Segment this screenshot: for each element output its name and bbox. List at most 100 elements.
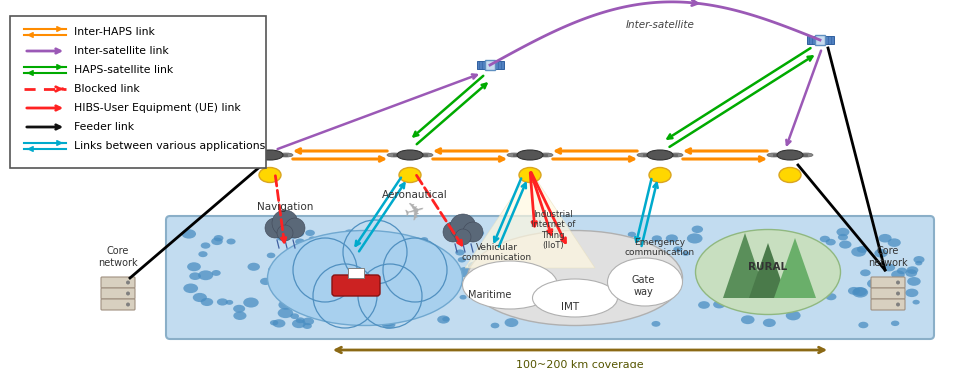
- Ellipse shape: [577, 263, 590, 272]
- Ellipse shape: [608, 258, 683, 306]
- Ellipse shape: [485, 259, 496, 266]
- Ellipse shape: [558, 316, 572, 325]
- Circle shape: [285, 218, 305, 238]
- Text: ✈: ✈: [402, 199, 428, 227]
- Ellipse shape: [394, 297, 402, 302]
- Circle shape: [896, 291, 900, 296]
- Ellipse shape: [247, 153, 261, 157]
- FancyBboxPatch shape: [871, 288, 905, 299]
- Ellipse shape: [592, 315, 601, 321]
- Ellipse shape: [532, 300, 545, 309]
- Ellipse shape: [666, 234, 678, 242]
- Ellipse shape: [581, 290, 592, 298]
- Ellipse shape: [859, 322, 868, 328]
- Text: RURAL: RURAL: [749, 262, 787, 272]
- Circle shape: [450, 214, 476, 240]
- Ellipse shape: [777, 150, 803, 160]
- Ellipse shape: [201, 243, 211, 249]
- Ellipse shape: [277, 308, 294, 318]
- Ellipse shape: [741, 315, 754, 324]
- Ellipse shape: [905, 269, 917, 277]
- Ellipse shape: [347, 260, 355, 265]
- Ellipse shape: [718, 271, 731, 280]
- Ellipse shape: [366, 310, 377, 317]
- Ellipse shape: [532, 237, 543, 244]
- Ellipse shape: [554, 235, 563, 241]
- Ellipse shape: [820, 236, 830, 242]
- FancyBboxPatch shape: [166, 216, 934, 339]
- Ellipse shape: [260, 278, 271, 285]
- Ellipse shape: [460, 295, 467, 300]
- Ellipse shape: [364, 249, 371, 254]
- Bar: [814, 35, 825, 45]
- Ellipse shape: [570, 272, 579, 278]
- Polygon shape: [723, 233, 767, 298]
- Ellipse shape: [637, 153, 651, 157]
- Ellipse shape: [779, 167, 801, 183]
- Ellipse shape: [762, 291, 771, 297]
- Ellipse shape: [438, 315, 450, 323]
- Ellipse shape: [217, 298, 228, 305]
- Ellipse shape: [767, 153, 781, 157]
- Text: Gate
way: Gate way: [632, 275, 655, 297]
- Ellipse shape: [817, 288, 827, 294]
- Ellipse shape: [395, 313, 404, 319]
- Text: Inter-satellite: Inter-satellite: [626, 20, 695, 30]
- Ellipse shape: [860, 269, 870, 276]
- Ellipse shape: [400, 251, 411, 257]
- Ellipse shape: [324, 234, 336, 242]
- Circle shape: [896, 302, 900, 307]
- Bar: [348, 268, 364, 278]
- Bar: [496, 61, 503, 68]
- Ellipse shape: [673, 246, 683, 252]
- Text: Navigation: Navigation: [257, 202, 313, 212]
- Text: Aeronautical: Aeronautical: [383, 190, 448, 200]
- Ellipse shape: [752, 248, 758, 252]
- Ellipse shape: [414, 250, 425, 257]
- Ellipse shape: [182, 229, 196, 238]
- Ellipse shape: [913, 300, 920, 304]
- Ellipse shape: [813, 262, 822, 268]
- Ellipse shape: [546, 292, 557, 300]
- Ellipse shape: [848, 287, 860, 295]
- Ellipse shape: [442, 317, 449, 322]
- Ellipse shape: [247, 263, 260, 271]
- Ellipse shape: [896, 268, 907, 274]
- Ellipse shape: [656, 280, 671, 290]
- Ellipse shape: [821, 286, 834, 294]
- Ellipse shape: [305, 230, 315, 236]
- Ellipse shape: [491, 323, 499, 328]
- Ellipse shape: [328, 287, 344, 297]
- Ellipse shape: [539, 153, 553, 157]
- Ellipse shape: [364, 309, 378, 317]
- Text: Maritime: Maritime: [468, 290, 511, 300]
- Ellipse shape: [516, 302, 526, 309]
- Ellipse shape: [381, 316, 395, 326]
- Ellipse shape: [581, 307, 593, 315]
- Ellipse shape: [507, 153, 521, 157]
- Ellipse shape: [198, 251, 208, 257]
- Ellipse shape: [517, 308, 530, 316]
- Ellipse shape: [384, 241, 393, 247]
- Ellipse shape: [302, 318, 314, 325]
- Ellipse shape: [412, 284, 425, 293]
- Ellipse shape: [725, 282, 735, 289]
- Ellipse shape: [616, 261, 629, 269]
- FancyBboxPatch shape: [332, 275, 380, 296]
- Ellipse shape: [888, 238, 901, 247]
- Ellipse shape: [891, 321, 899, 326]
- Ellipse shape: [827, 276, 838, 284]
- Circle shape: [443, 222, 463, 242]
- Ellipse shape: [826, 239, 836, 245]
- Text: Industrial
Internet of
Thing
(IIoT): Industrial Internet of Thing (IIoT): [530, 210, 575, 250]
- Text: Emergency
communication: Emergency communication: [625, 238, 696, 257]
- Ellipse shape: [638, 291, 649, 299]
- Ellipse shape: [279, 153, 293, 157]
- Ellipse shape: [502, 283, 517, 292]
- Ellipse shape: [348, 232, 360, 240]
- Ellipse shape: [292, 319, 306, 328]
- Circle shape: [277, 225, 293, 241]
- Ellipse shape: [724, 283, 739, 293]
- Ellipse shape: [345, 238, 357, 246]
- Ellipse shape: [777, 240, 785, 245]
